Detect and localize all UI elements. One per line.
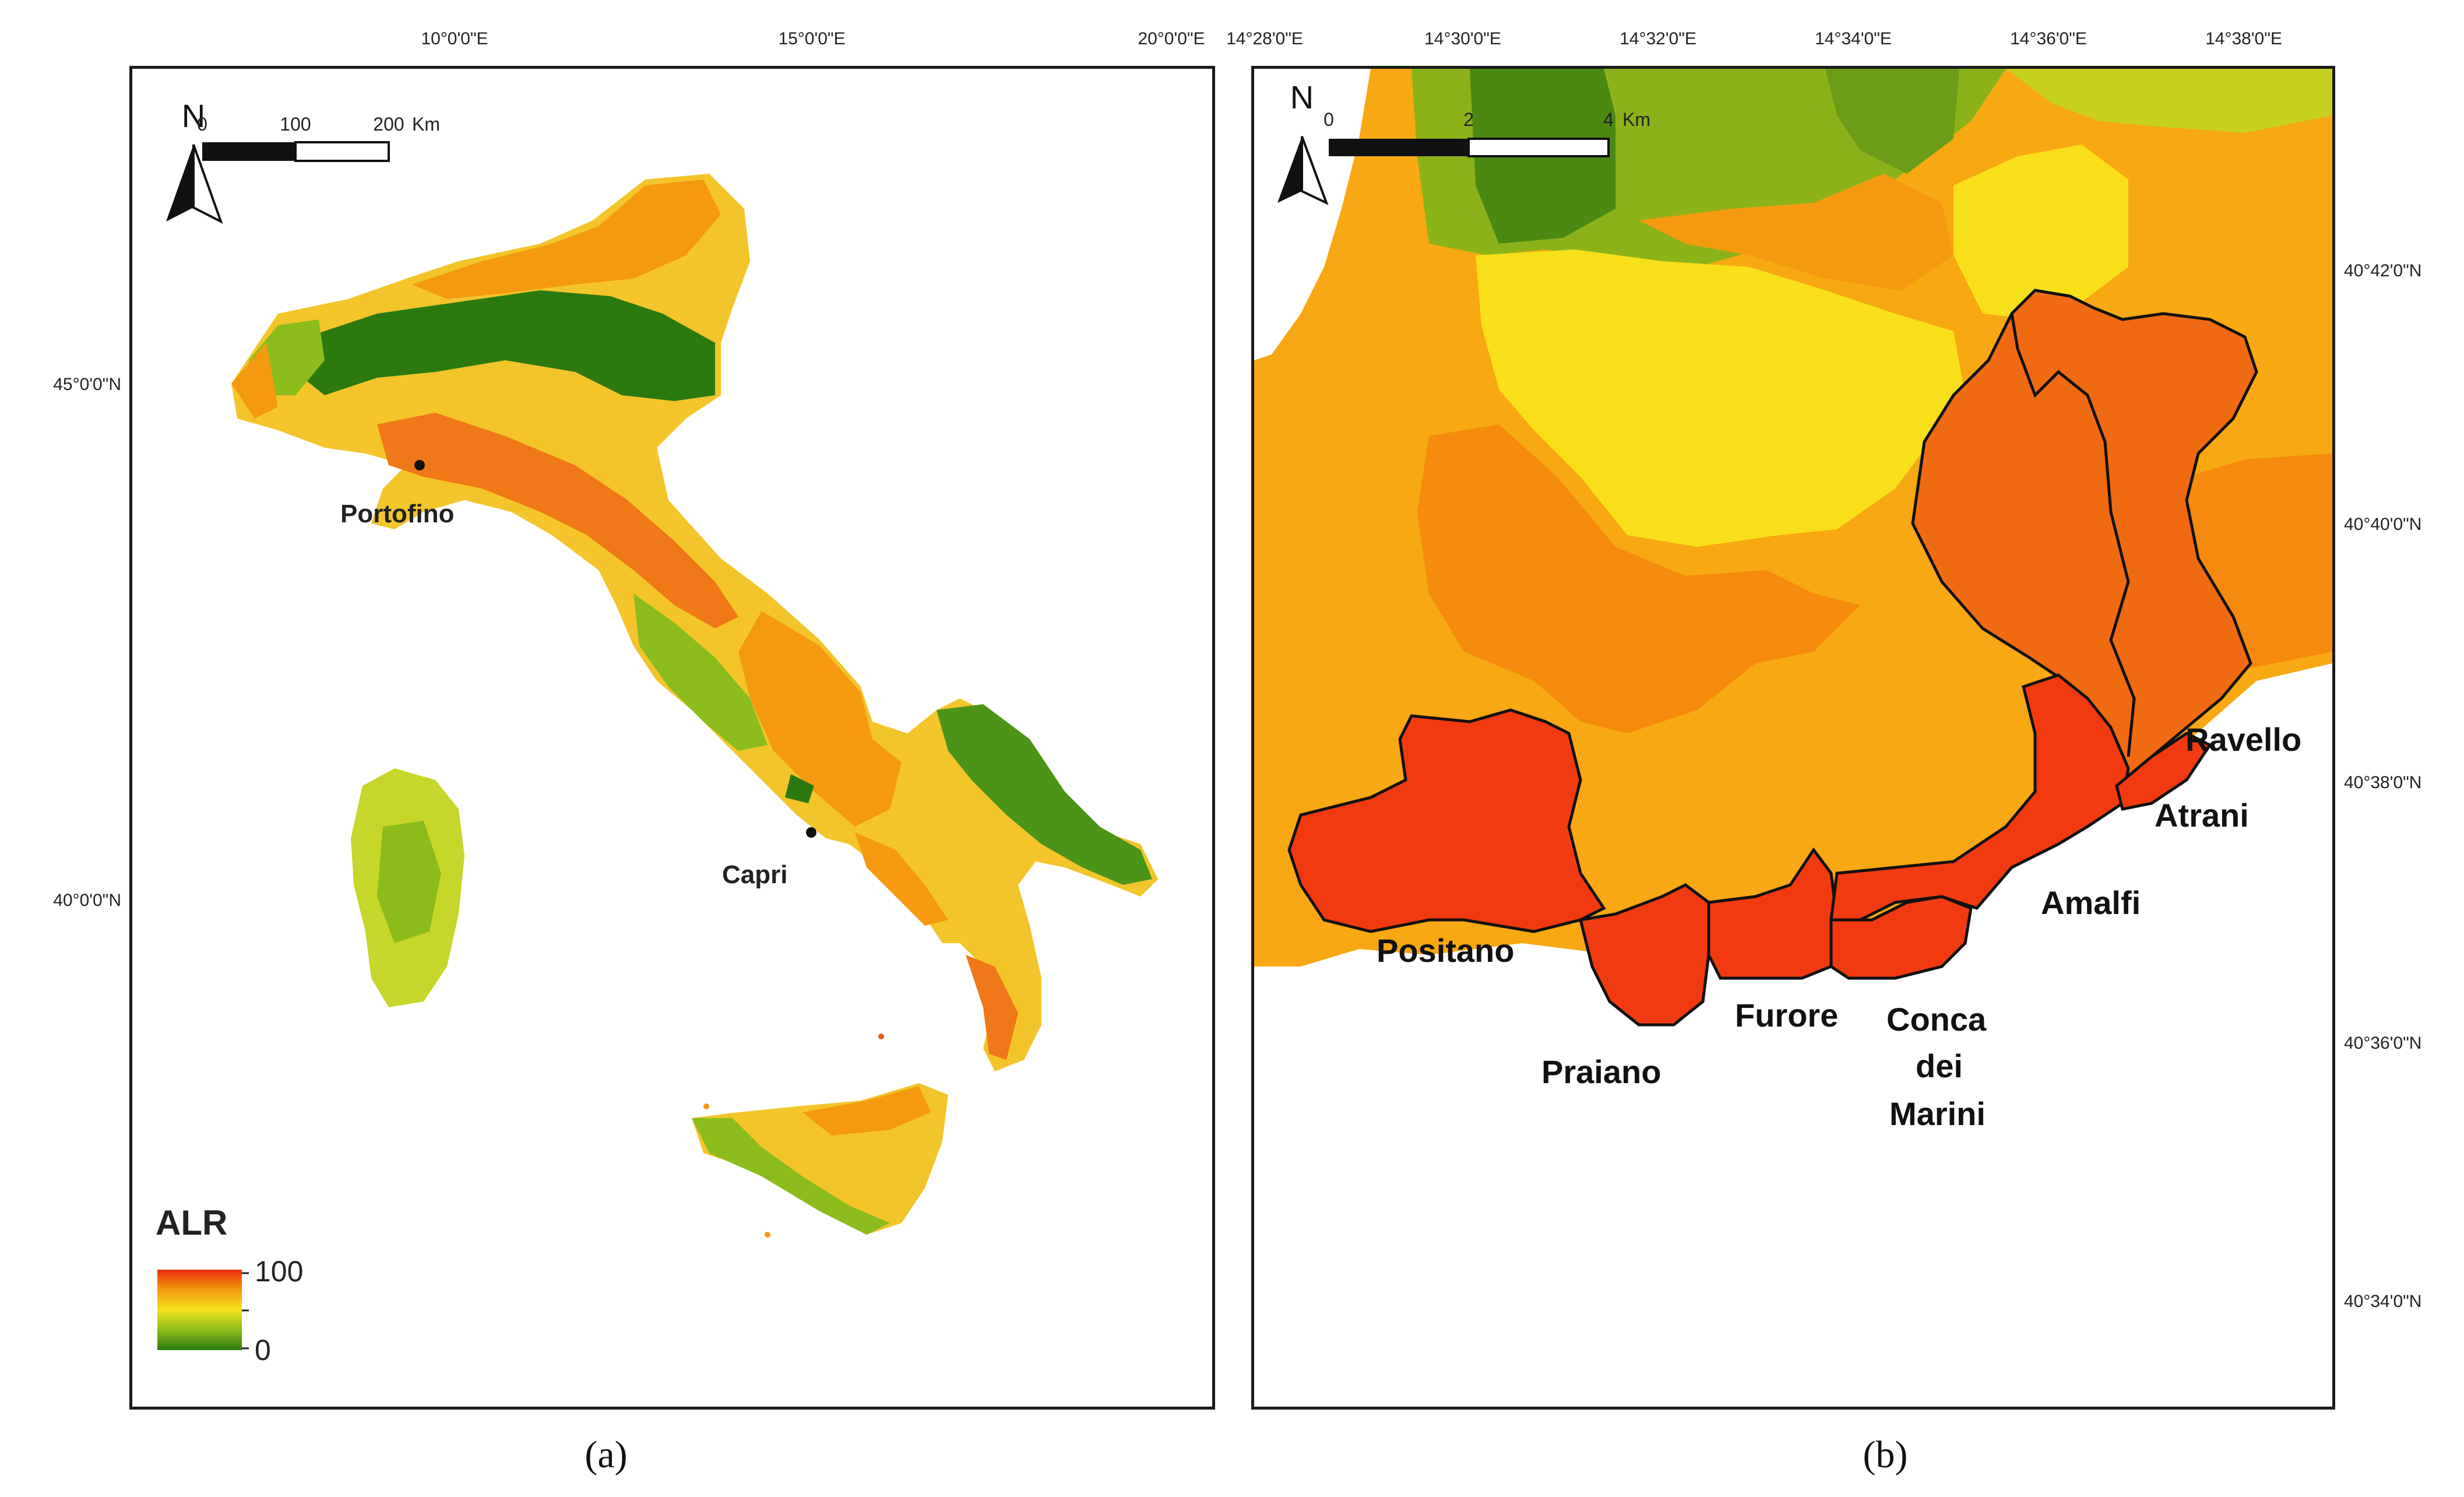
sicily-orange (802, 1086, 931, 1136)
panel-a-lat-tick: 45°0'0"N (53, 375, 121, 394)
campania-green (785, 774, 814, 803)
scale-bar: 0 2 4 Km (1323, 109, 1650, 157)
municipality-label-atrani: Atrani (2155, 797, 2249, 834)
municipality-label-furore: Furore (1735, 997, 1838, 1034)
zone-yellow (1476, 250, 1965, 547)
panel-a-lon-tick: 20°0'0"E (1138, 29, 1205, 48)
zone-green-mid (1825, 69, 1959, 174)
scale-label: 0 (197, 114, 207, 135)
alps-orange-west (231, 343, 278, 419)
island (703, 1104, 709, 1109)
adriatic-green (937, 704, 1152, 885)
italy-mainland (231, 174, 1158, 1071)
alr-legend: ALR 100 0 (156, 1203, 303, 1366)
coast-orange (855, 832, 948, 926)
panel-b-lon-tick: 14°30'0"E (1424, 29, 1501, 48)
scale-unit: Km (1622, 109, 1650, 130)
amalfi-coast-map: Positano Praiano Furore Conca dei Marini… (1254, 69, 2332, 1132)
alps-orange-north (412, 180, 721, 299)
panel-b-lon-tick: 14°28'0"E (1226, 29, 1303, 48)
north-label: N (182, 97, 205, 134)
italy-map: Portofino Capri N 0 100 200 Km ALR 100 0 (156, 97, 1158, 1366)
calabria-orange (966, 955, 1018, 1060)
scale-label: 200 (373, 114, 404, 135)
scale-unit: Km (412, 114, 440, 135)
panel-b-lat-tick: 40°34'0"N (2344, 1292, 2422, 1311)
central-green (633, 593, 768, 751)
sardinia-green (377, 821, 441, 943)
panel-b-lon-tick: 14°32'0"E (1620, 29, 1696, 48)
zone-yellowgreen (2006, 69, 2332, 133)
zone-yellow-ne (1953, 145, 2128, 319)
ravello-inner-border (2010, 313, 2136, 757)
panel-b-lon-tick: 14°34'0"E (1815, 29, 1892, 48)
municipality-label-praiano: Praiano (1541, 1053, 1661, 1090)
place-label-portofino: Portofino (340, 500, 455, 528)
north-arrow-icon: N (1277, 79, 1329, 205)
panel-b-caption: (b) (1863, 1433, 1908, 1476)
zone-positano (1287, 708, 1606, 933)
zone-amalfi (1829, 673, 2130, 922)
municipality-label-marini: Marini (1889, 1095, 1986, 1132)
panel-a-lat-tick: 40°0'0"N (53, 891, 121, 910)
legend-max-label: 100 (255, 1255, 303, 1288)
island (765, 1232, 770, 1238)
scale-label: 2 (1463, 109, 1474, 130)
legend-min-label: 0 (255, 1334, 271, 1366)
panel-b-lon-tick: 14°38'0"E (2205, 29, 2282, 48)
capri-marker (806, 827, 816, 838)
island (878, 1034, 884, 1039)
alps-green-band (295, 290, 715, 401)
zone-praiano (1578, 883, 1710, 1027)
zone-conca (1829, 895, 1973, 980)
legend-color-ramp (157, 1270, 242, 1350)
panel-a-lon-tick: 15°0'0"E (778, 29, 846, 48)
panel-b-lat-tick: 40°36'0"N (2344, 1034, 2422, 1053)
central-orange (738, 611, 902, 827)
panel-a-map-frame: Portofino Capri N 0 100 200 Km ALR 100 0 (129, 66, 1215, 1410)
sicily-green (692, 1118, 890, 1235)
portofino-marker (414, 460, 425, 470)
apennine-orange (377, 413, 738, 628)
scale-label: 0 (1323, 109, 1334, 130)
municipality-label-amalfi: Amalfi (2041, 884, 2141, 921)
place-label-capri: Capri (722, 860, 787, 889)
zone-orange-west (1417, 424, 1860, 733)
panel-b-lat-tick: 40°40'0"N (2344, 515, 2422, 534)
municipality-label-dei: dei (1916, 1048, 1963, 1084)
zone-orange-upper (1639, 174, 1953, 290)
scale-bar: 0 100 200 Km (197, 114, 440, 162)
municipality-label-positano: Positano (1377, 932, 1514, 969)
panel-b-map-frame: Positano Praiano Furore Conca dei Marini… (1251, 66, 2335, 1410)
north-label: N (1290, 79, 1314, 115)
north-arrow-icon: N (166, 97, 223, 224)
panel-a-lon-tick: 10°0'0"E (421, 29, 488, 48)
municipality-label-conca: Conca (1886, 1001, 1987, 1038)
municipality-label-ravello: Ravello (2185, 721, 2301, 758)
panel-b-lon-tick: 14°36'0"E (2010, 29, 2087, 48)
panel-b-lat-tick: 40°38'0"N (2344, 773, 2422, 792)
zone-atrani (2115, 732, 2212, 811)
scale-label: 100 (280, 114, 311, 135)
scale-label: 4 (1603, 109, 1614, 130)
panel-b-lat-tick: 40°42'0"N (2344, 261, 2422, 280)
panel-a-caption: (a) (585, 1433, 628, 1476)
legend-title: ALR (156, 1203, 227, 1242)
